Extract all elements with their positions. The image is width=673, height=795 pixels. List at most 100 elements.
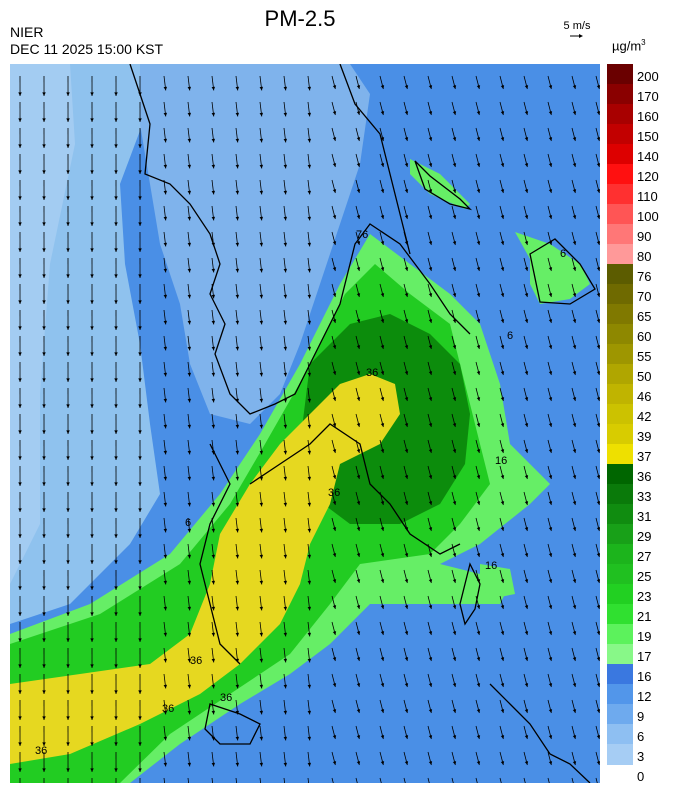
wind-arrowhead: [500, 397, 505, 401]
wind-arrowhead: [18, 274, 22, 278]
wind-arrowhead: [596, 579, 600, 583]
wind-arrowhead: [572, 657, 577, 661]
wind-arrowhead: [235, 294, 240, 299]
wind-arrowhead: [307, 580, 312, 585]
wind-arrowhead: [572, 709, 577, 713]
wind-arrowhead: [476, 527, 481, 531]
wind-arrowhead: [18, 456, 22, 460]
wind-arrowhead: [307, 268, 312, 273]
wind-arrowhead: [18, 716, 22, 720]
wind-arrowhead: [524, 683, 529, 687]
wind-arrowhead: [380, 735, 385, 739]
wind-arrowhead: [380, 553, 385, 557]
wind-arrowhead: [66, 170, 70, 174]
wind-arrow: [499, 777, 502, 783]
wind-arrowhead: [66, 196, 70, 200]
wind-arrowhead: [283, 736, 288, 741]
wind-arrowhead: [404, 605, 409, 609]
wind-arrowhead: [380, 137, 385, 141]
wind-arrowhead: [500, 215, 505, 219]
wind-arrowhead: [283, 320, 288, 325]
wind-arrowhead: [163, 268, 168, 273]
wind-arrowhead: [66, 768, 70, 772]
wind-arrowhead: [404, 293, 409, 297]
wind-arrowhead: [235, 216, 240, 221]
wind-arrowhead: [500, 761, 505, 765]
contour-label: 36: [328, 487, 340, 499]
wind-arrowhead: [548, 345, 553, 349]
legend-label: 150: [637, 129, 659, 144]
wind-arrowhead: [211, 684, 216, 689]
header-info: NIER DEC 11 2025 15:00 KST: [10, 24, 163, 58]
wind-arrowhead: [452, 423, 457, 427]
wind-arrowhead: [163, 580, 168, 585]
wind-arrowhead: [452, 501, 457, 505]
wind-arrowhead: [548, 215, 553, 219]
legend-swatch: [607, 424, 633, 445]
wind-arrowhead: [476, 111, 481, 115]
wind-arrowhead: [572, 267, 577, 271]
wind-arrowhead: [259, 684, 264, 689]
wind-arrowhead: [548, 319, 553, 323]
legend-label: 37: [637, 449, 652, 464]
wind-arrowhead: [428, 371, 433, 375]
wind-arrowhead: [42, 690, 46, 694]
wind-arrow: [331, 777, 334, 783]
wind-arrowhead: [428, 267, 433, 271]
wind-arrowhead: [211, 398, 216, 403]
wind-arrowhead: [356, 137, 361, 141]
wind-arrowhead: [356, 293, 361, 297]
wind-arrowhead: [307, 346, 312, 351]
legend-swatch: [607, 244, 633, 265]
wind-arrowhead: [259, 190, 264, 195]
wind-arrowhead: [476, 553, 481, 557]
wind-arrowhead: [524, 761, 529, 765]
wind-arrowhead: [548, 111, 553, 115]
wind-arrowhead: [476, 683, 481, 687]
wind-arrowhead: [524, 163, 529, 167]
wind-arrowhead: [452, 345, 457, 349]
wind-arrowhead: [187, 736, 192, 741]
wind-arrowhead: [187, 346, 192, 351]
wind-arrowhead: [163, 190, 168, 195]
wind-arrowhead: [114, 768, 118, 772]
wind-arrow: [379, 777, 382, 783]
wind-arrowhead: [404, 319, 409, 323]
wind-arrowhead: [42, 300, 46, 304]
wind-arrowhead: [163, 632, 168, 637]
legend-label: 120: [637, 169, 659, 184]
wind-arrowhead: [572, 137, 577, 141]
wind-arrowhead: [18, 664, 22, 668]
legend-label: 70: [637, 289, 652, 304]
wind-reference: 5 m/s: [555, 20, 599, 39]
wind-arrowhead: [187, 164, 192, 169]
wind-arrowhead: [404, 189, 409, 193]
wind-arrowhead: [524, 735, 529, 739]
wind-arrowhead: [596, 657, 600, 661]
wind-arrowhead: [596, 683, 600, 687]
wind-arrowhead: [380, 241, 385, 245]
wind-arrowhead: [596, 553, 600, 557]
wind-arrowhead: [548, 241, 553, 245]
legend-label: 140: [637, 149, 659, 164]
wind-arrowhead: [114, 274, 118, 278]
wind-arrowhead: [307, 216, 312, 221]
wind-arrowhead: [90, 300, 94, 304]
wind-arrowhead: [283, 684, 288, 689]
wind-arrowhead: [66, 508, 70, 512]
wind-arrowhead: [476, 85, 481, 89]
wind-arrowhead: [452, 267, 457, 271]
wind-arrowhead: [114, 456, 118, 460]
legend-swatch: [607, 224, 633, 245]
wind-arrowhead: [332, 85, 337, 89]
legend-label: 36: [637, 469, 652, 484]
wind-arrowhead: [163, 112, 168, 117]
wind-arrowhead: [66, 430, 70, 434]
wind-arrowhead: [452, 527, 457, 531]
wind-arrowhead: [452, 111, 457, 115]
wind-arrowhead: [163, 138, 168, 143]
wind-arrowhead: [163, 86, 168, 91]
wind-arrowhead: [572, 579, 577, 583]
wind-arrowhead: [572, 605, 577, 609]
wind-arrowhead: [572, 631, 577, 635]
